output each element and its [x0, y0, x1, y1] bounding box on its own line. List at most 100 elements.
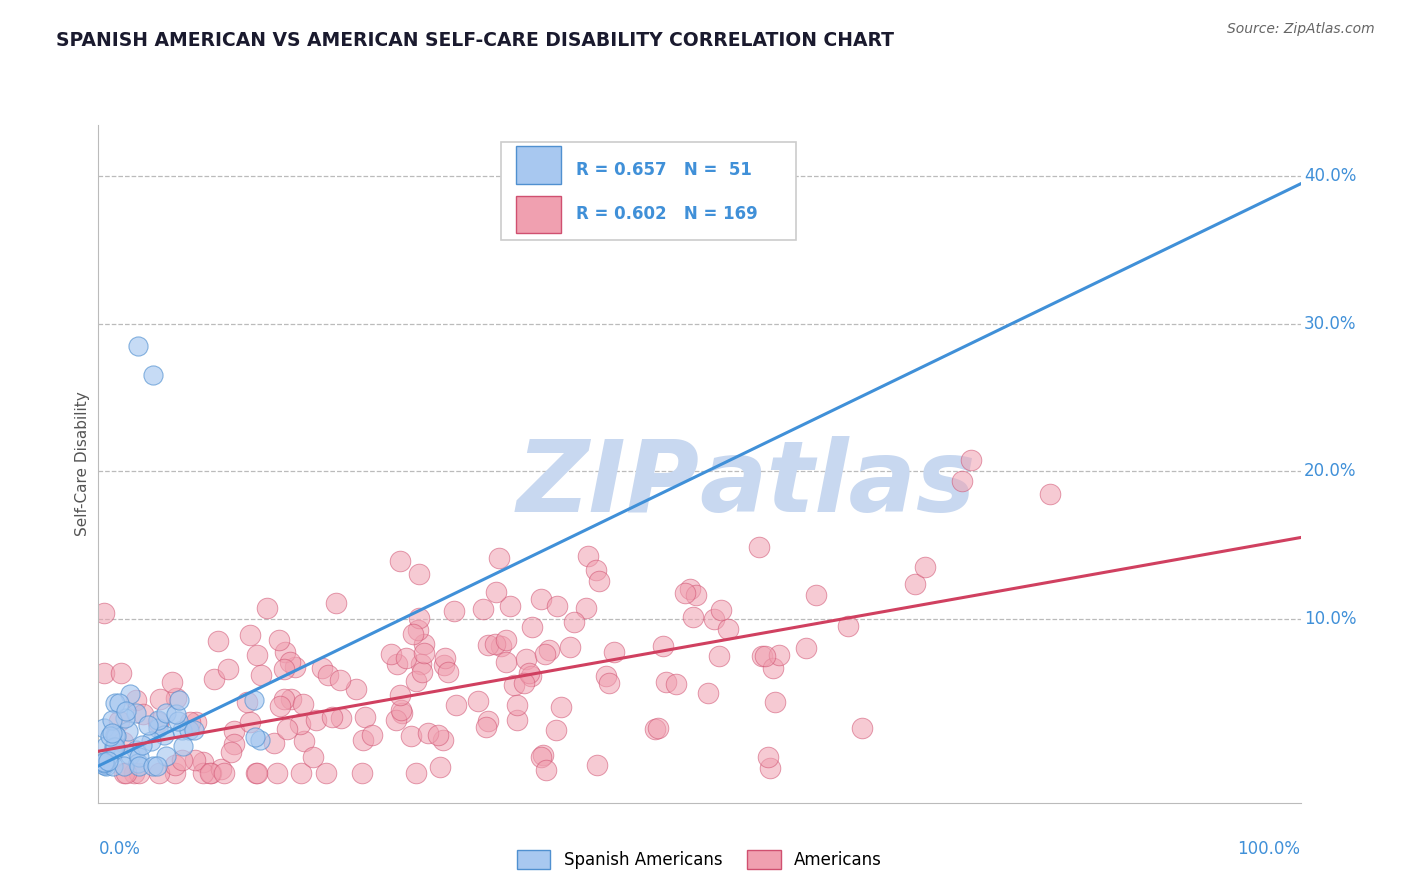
Point — [446, 698, 468, 713]
Point — [1039, 487, 1062, 501]
Point — [530, 591, 553, 606]
Point — [127, 756, 149, 771]
Point — [146, 715, 169, 730]
Point — [122, 766, 145, 780]
Point — [103, 759, 125, 773]
Point — [186, 715, 208, 730]
Point — [167, 693, 190, 707]
Point — [495, 655, 517, 669]
Point — [202, 672, 225, 686]
Point — [763, 695, 786, 709]
Point — [751, 648, 773, 663]
Point — [273, 662, 295, 676]
Y-axis label: Self-Care Disability: Self-Care Disability — [75, 392, 90, 536]
Point — [665, 677, 688, 691]
Point — [505, 698, 527, 712]
Point — [236, 694, 259, 708]
Point — [515, 652, 537, 666]
Point — [914, 559, 936, 574]
Point — [437, 665, 460, 680]
Point — [193, 756, 215, 770]
Point — [443, 604, 465, 618]
Point — [165, 690, 187, 705]
Point — [471, 602, 494, 616]
Point — [354, 710, 377, 724]
Point — [136, 717, 159, 731]
Point — [243, 730, 266, 744]
Point — [405, 673, 427, 688]
Point — [152, 728, 174, 742]
Point — [679, 582, 702, 596]
Point — [93, 758, 115, 772]
Point — [96, 759, 118, 773]
Point — [117, 723, 139, 738]
Point — [104, 740, 127, 755]
Text: 0.0%: 0.0% — [98, 840, 141, 858]
Point — [598, 676, 620, 690]
Point — [321, 710, 343, 724]
Point — [432, 732, 454, 747]
Point — [207, 634, 229, 648]
Point — [485, 584, 508, 599]
Point — [118, 748, 141, 763]
Point — [762, 660, 785, 674]
Point — [239, 714, 262, 729]
Point — [655, 674, 678, 689]
Point — [146, 759, 169, 773]
Point — [125, 706, 148, 720]
Point — [165, 706, 187, 721]
Point — [682, 610, 704, 624]
Point — [245, 766, 267, 780]
Point — [851, 721, 873, 735]
Point — [585, 564, 607, 578]
Point — [546, 723, 568, 737]
Point — [837, 619, 859, 633]
Point — [758, 762, 780, 776]
Point — [311, 661, 333, 675]
Point — [114, 704, 136, 718]
Point — [754, 648, 776, 663]
Point — [512, 675, 534, 690]
Point — [146, 721, 169, 735]
Point — [576, 549, 599, 564]
Point — [489, 639, 512, 653]
Point — [520, 620, 543, 634]
Point — [707, 649, 730, 664]
Point — [127, 339, 149, 353]
Point — [149, 691, 172, 706]
Point — [141, 368, 163, 383]
Text: 30.0%: 30.0% — [1305, 315, 1357, 333]
Point — [108, 714, 131, 728]
Point — [402, 626, 425, 640]
Point — [114, 766, 136, 780]
Point — [411, 657, 433, 671]
Text: R = 0.657   N =  51: R = 0.657 N = 51 — [575, 161, 752, 179]
Point — [104, 728, 127, 742]
Point — [560, 640, 582, 655]
Point — [315, 766, 337, 780]
Point — [380, 647, 402, 661]
Point — [950, 474, 973, 488]
Point — [408, 610, 430, 624]
Point — [97, 754, 120, 768]
Point — [495, 633, 517, 648]
Point — [391, 706, 413, 720]
Text: 100.0%: 100.0% — [1237, 840, 1301, 858]
Point — [219, 745, 242, 759]
Point — [426, 728, 449, 742]
Point — [389, 703, 412, 717]
Point — [389, 554, 412, 568]
Point — [256, 601, 278, 615]
Point — [274, 645, 297, 659]
Point — [531, 747, 554, 762]
Point — [163, 757, 186, 772]
Point — [288, 716, 311, 731]
Point — [412, 646, 434, 660]
Point — [411, 665, 433, 680]
Point — [903, 577, 925, 591]
Point — [316, 667, 339, 681]
Point — [209, 762, 232, 776]
Point — [644, 722, 666, 736]
Point — [294, 733, 316, 747]
Point — [385, 713, 408, 727]
